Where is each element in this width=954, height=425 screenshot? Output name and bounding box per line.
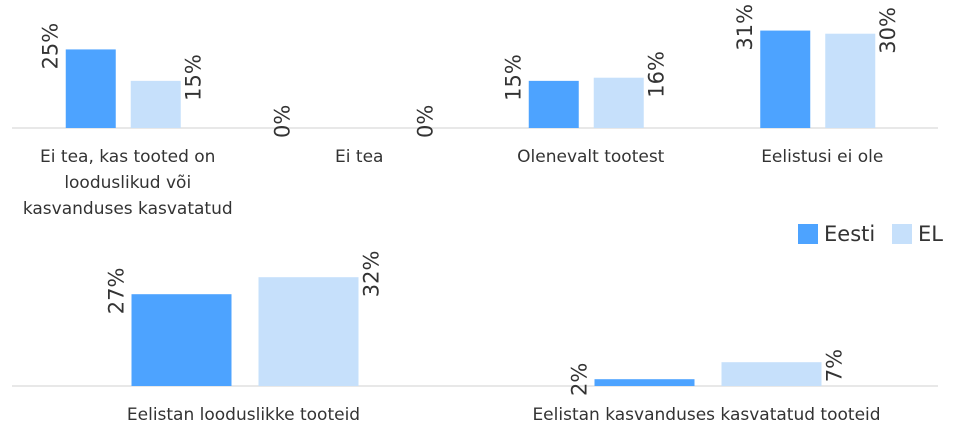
value-label: 27% xyxy=(105,268,129,315)
value-label: 0% xyxy=(413,105,437,138)
value-label: 31% xyxy=(733,4,757,51)
category-label: Ei tea, kas tooted on looduslikud või ka… xyxy=(22,147,233,219)
bar xyxy=(131,294,232,386)
bar xyxy=(760,30,811,129)
category-label: Eelistusi ei ole xyxy=(761,147,884,167)
bar xyxy=(594,379,695,386)
category-label: Eelistan looduslikke tooteid xyxy=(126,405,361,425)
value-label: 32% xyxy=(360,251,384,298)
legend-swatch xyxy=(798,224,818,244)
bar xyxy=(593,77,644,128)
bar xyxy=(258,277,359,386)
bar xyxy=(825,33,876,128)
value-label: 15% xyxy=(182,54,206,101)
value-label: 25% xyxy=(39,23,63,70)
category-label: Olenevalt tootest xyxy=(517,147,665,167)
value-label: 15% xyxy=(502,54,526,101)
category-label: Eelistan kasvanduses kasvatatud tooteid xyxy=(532,405,881,425)
value-label: 0% xyxy=(270,105,294,138)
bar xyxy=(528,80,579,128)
value-label: 30% xyxy=(876,7,900,54)
value-label: 2% xyxy=(568,363,592,396)
bar xyxy=(721,362,822,386)
value-label: 16% xyxy=(645,51,669,98)
category-label: Ei tea xyxy=(335,147,384,167)
value-label: 7% xyxy=(823,349,847,382)
legend-label: Eesti xyxy=(824,222,876,246)
legend-item: Eesti xyxy=(798,222,875,246)
bar xyxy=(65,49,116,128)
legend-label: EL xyxy=(918,222,943,246)
legend-swatch xyxy=(892,224,912,244)
bar xyxy=(130,80,181,128)
legend-item: EL xyxy=(892,222,943,246)
